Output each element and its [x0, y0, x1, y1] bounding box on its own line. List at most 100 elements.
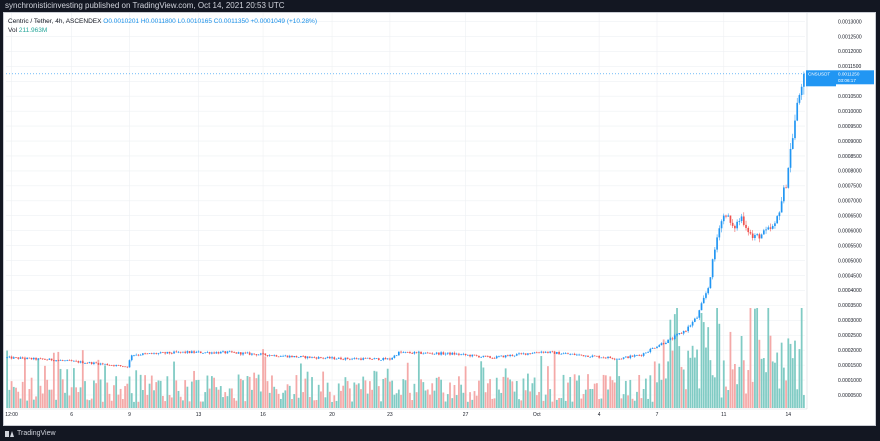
candle-body	[366, 357, 369, 359]
candle-body	[364, 358, 367, 359]
candle-body	[742, 216, 745, 225]
volume-bar	[718, 323, 721, 408]
candle-body	[707, 288, 710, 294]
volume-bar	[593, 383, 596, 408]
price-axis[interactable]: 0.00130000.00125000.00120000.00115000.00…	[806, 13, 862, 409]
volume-bar	[179, 396, 182, 408]
candle-body	[26, 357, 28, 359]
candle-body	[475, 355, 478, 357]
candle-body	[658, 345, 661, 347]
volume-bar	[84, 381, 86, 408]
volume-bar	[353, 382, 356, 408]
candle-body	[691, 321, 694, 326]
candle-body	[729, 215, 732, 223]
volume-bar	[569, 376, 572, 408]
candle-body	[282, 355, 284, 357]
candle-body	[153, 353, 155, 354]
volume-bar	[195, 380, 198, 408]
candle-body	[44, 359, 46, 360]
volume-bar	[68, 395, 71, 408]
candle-body	[798, 95, 801, 103]
candle-body	[727, 215, 730, 217]
candle-body	[667, 339, 669, 343]
candle-body	[787, 167, 790, 188]
candle-body	[291, 355, 293, 358]
volume-bar	[669, 319, 672, 408]
volume-bar	[705, 347, 707, 408]
time-tick-label: 12:00	[5, 412, 18, 418]
volume-bar	[640, 398, 643, 408]
candle-body	[462, 353, 465, 355]
candle-body	[302, 356, 304, 357]
candle-body	[39, 358, 42, 360]
candle-body	[104, 363, 106, 365]
volume-bar	[386, 368, 389, 408]
volume-bar	[547, 366, 549, 408]
volume-bar	[206, 375, 209, 408]
candle-body	[113, 365, 115, 366]
candle-body	[215, 352, 218, 354]
candle-body	[435, 352, 438, 354]
candle-body	[97, 363, 100, 365]
volume-bar	[106, 382, 109, 408]
candle-body	[584, 355, 587, 357]
volume-bar	[168, 394, 171, 408]
candle-body	[509, 354, 511, 357]
volume-bar	[794, 340, 796, 408]
time-tick-label: 9	[128, 412, 131, 418]
candle-body	[671, 338, 674, 340]
volume-bar	[377, 386, 380, 408]
candle-body	[202, 353, 204, 354]
volume-bar	[555, 399, 558, 408]
candle-body	[736, 221, 738, 229]
volume-bar	[518, 399, 520, 408]
volume-bar	[282, 392, 284, 408]
volume-bar	[587, 374, 589, 408]
volume-bar	[780, 342, 783, 408]
legend-volume-value: 211.963M	[18, 27, 48, 34]
volume-bar	[279, 398, 282, 408]
volume-bar	[400, 394, 402, 408]
price-tick-label: 0.0006500	[838, 214, 862, 220]
volume-bar	[50, 389, 53, 408]
volume-bar	[284, 390, 287, 408]
volume-bar	[326, 382, 329, 408]
volume-bar	[409, 392, 411, 408]
candle-body	[369, 357, 371, 360]
volume-bar	[613, 382, 616, 408]
candle-body	[607, 356, 609, 359]
candle-body	[533, 352, 536, 354]
volume-bar	[478, 380, 480, 408]
volume-bar	[493, 398, 496, 408]
volume-bar	[21, 381, 24, 408]
candle-body	[395, 355, 398, 357]
candle-body	[342, 359, 345, 361]
volume-bar	[30, 377, 33, 408]
candle-body	[418, 351, 420, 353]
candle-body	[239, 352, 242, 355]
volume-bar	[162, 395, 164, 408]
candle-body	[438, 352, 440, 355]
volume-bar	[720, 397, 723, 408]
volume-bar	[707, 327, 710, 408]
candle-body	[24, 358, 26, 360]
candle-body	[562, 353, 565, 355]
candle-body	[300, 356, 302, 358]
candle-body	[320, 357, 322, 358]
candle-body	[304, 356, 307, 359]
candle-body	[613, 358, 616, 360]
volume-bar	[560, 398, 563, 408]
volume-bar	[233, 398, 236, 408]
volume-bar	[88, 400, 91, 408]
volume-bar	[404, 380, 407, 408]
time-axis[interactable]: 12:00 6 9 13 16 20 23 27 Oct 4 7 11 14	[5, 408, 807, 418]
volume-bar	[217, 389, 220, 408]
volume-bar	[471, 399, 474, 408]
volume-bar	[173, 361, 175, 408]
volume-bar	[511, 381, 514, 408]
tradingview-logo[interactable]: TradingView	[5, 430, 56, 437]
volume-bar	[778, 388, 781, 408]
volume-bar	[580, 398, 583, 408]
volume-bar	[802, 395, 805, 408]
